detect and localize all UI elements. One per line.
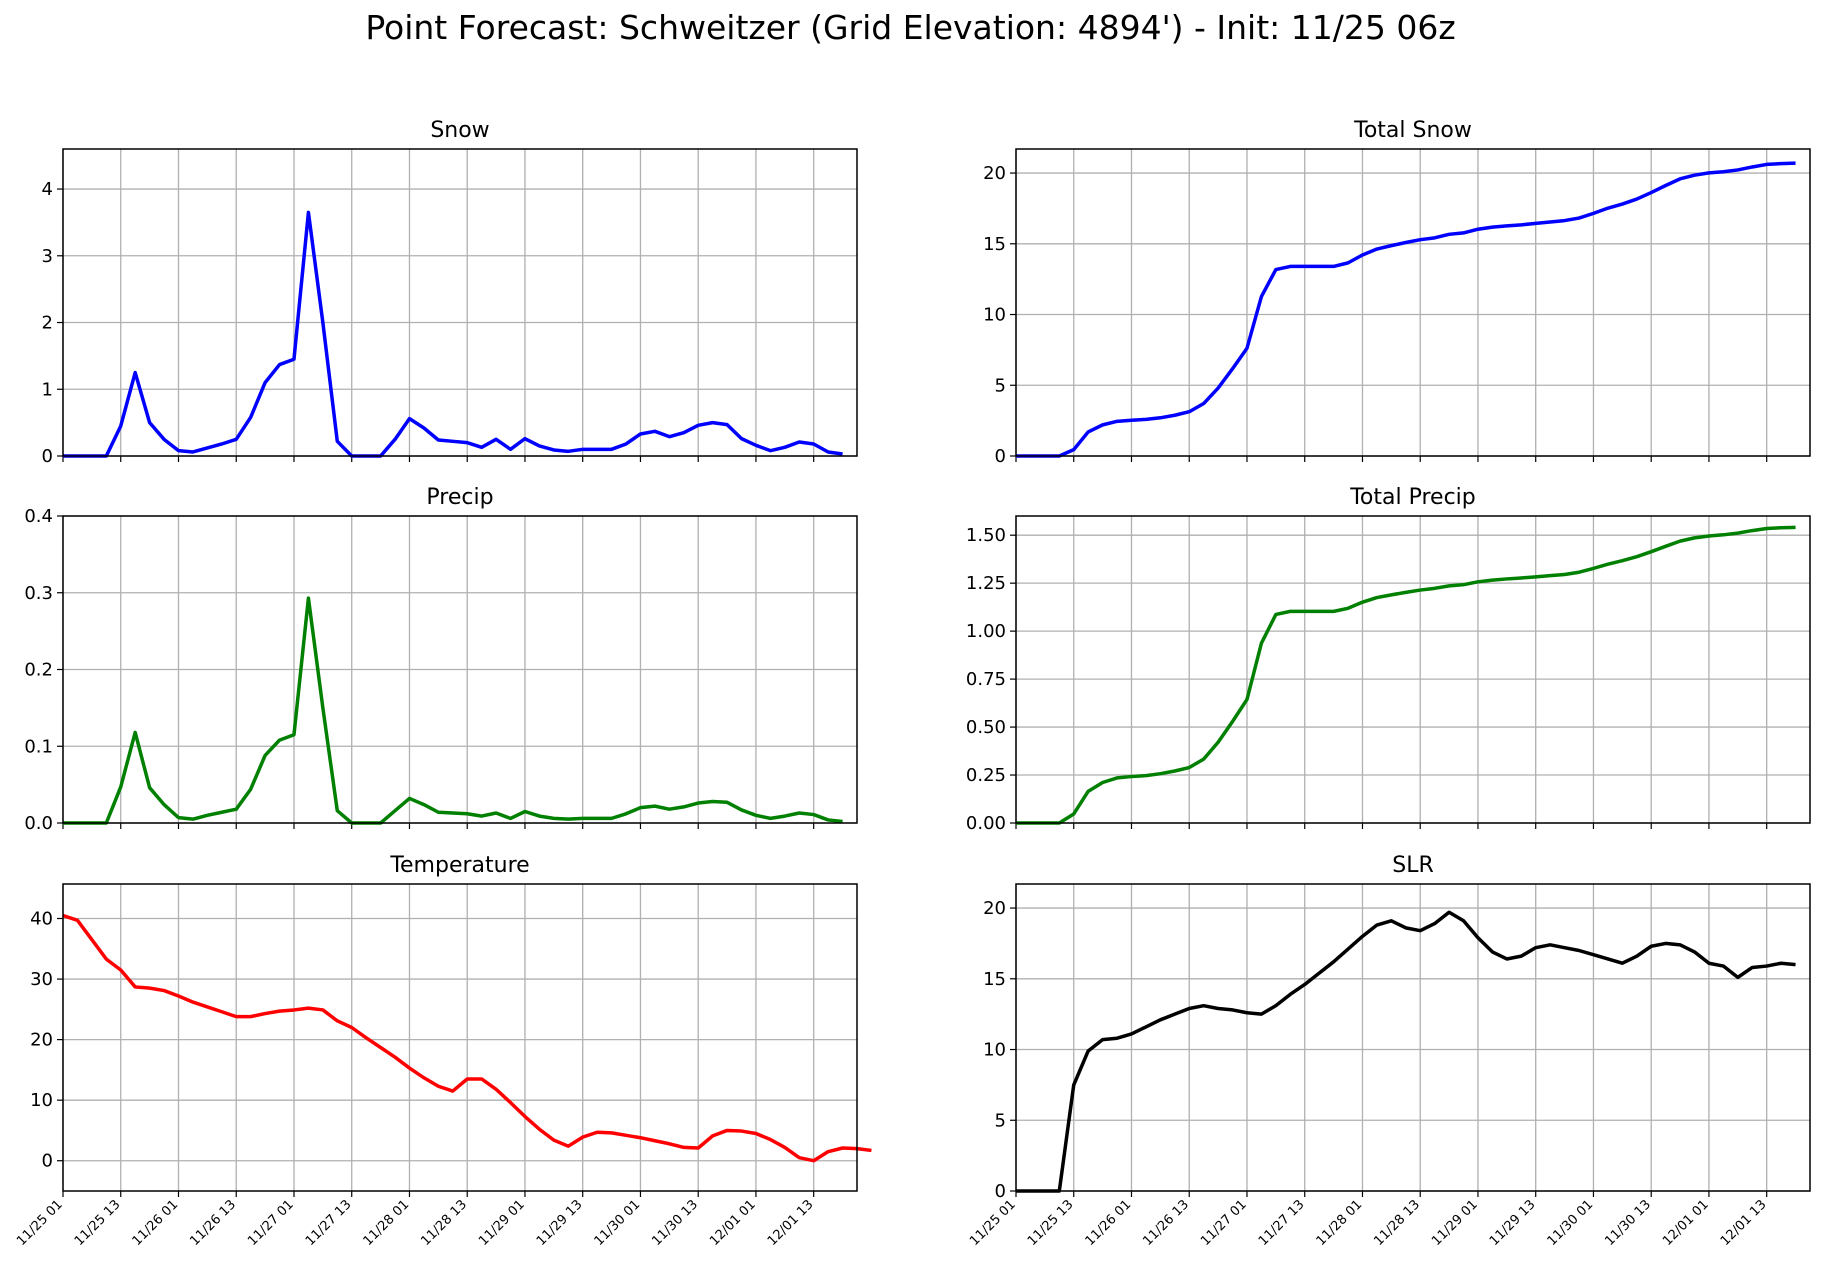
y-tick-label: 10 <box>983 305 1006 326</box>
chart-total-snow: 0 5 10 15 20 Total Snow <box>983 118 1811 467</box>
x-tick-label: 12/01 13 <box>765 1197 817 1249</box>
y-tick-label: 5 <box>995 1110 1006 1131</box>
y-tick-label: 20 <box>983 898 1006 919</box>
series-line <box>62 913 872 1163</box>
y-tick-label: 10 <box>983 1040 1006 1061</box>
x-tick-label: 11/30 13 <box>1602 1197 1654 1249</box>
axes-frame <box>62 148 858 457</box>
y-tick-label: 0.00 <box>966 813 1006 834</box>
series-line <box>1016 525 1796 825</box>
x-tick-label: 11/27 01 <box>1198 1197 1250 1249</box>
x-tick-label: 11/27 13 <box>1256 1197 1308 1249</box>
x-tick-label: 11/30 13 <box>649 1197 701 1249</box>
x-tick-label: 11/28 01 <box>1314 1197 1366 1249</box>
x-tick-label: 11/25 01 <box>14 1197 66 1249</box>
y-tick-label: 20 <box>983 163 1006 184</box>
x-tick-label: 12/01 01 <box>1660 1197 1712 1249</box>
chart-slr: 11/25 01 11/25 13 11/26 01 11/26 13 11/27 01… <box>967 853 1811 1249</box>
x-tick-label: 11/25 13 <box>1025 1197 1077 1249</box>
series-line <box>63 596 843 825</box>
x-tick-label: 11/27 01 <box>245 1197 297 1249</box>
y-tick-label: 0.75 <box>966 669 1006 690</box>
axes-frame <box>62 883 858 1192</box>
x-tick-label: 11/30 01 <box>592 1197 644 1249</box>
x-tick-label: 11/26 13 <box>187 1197 239 1249</box>
y-tick-label: 4 <box>42 179 53 200</box>
chart-title: Temperature <box>389 853 529 878</box>
y-tick-label: 0.25 <box>966 765 1006 786</box>
y-tick-label: 1.25 <box>966 573 1006 594</box>
y-tick-label: 20 <box>30 1030 53 1051</box>
y-tick-label: 0.4 <box>24 506 53 527</box>
axes-frame <box>1015 148 1811 457</box>
y-tick-label: 10 <box>30 1090 53 1111</box>
y-tick-label: 30 <box>30 969 53 990</box>
y-tick-label: 1.00 <box>966 621 1006 642</box>
x-tick-label: 11/29 13 <box>534 1197 586 1249</box>
x-tick-label: 11/29 01 <box>1429 1197 1481 1249</box>
chart-snow: 0 1 2 3 4 Snow <box>42 118 858 467</box>
axes-frame <box>1015 883 1811 1192</box>
y-tick-label: 0 <box>42 1151 53 1172</box>
y-tick-label: 1.50 <box>966 525 1006 546</box>
chart-title: Snow <box>430 118 489 143</box>
x-tick-label: 11/28 13 <box>1371 1197 1423 1249</box>
chart-title: SLR <box>1392 853 1434 878</box>
y-tick-label: 1 <box>42 379 53 400</box>
y-tick-label: 3 <box>42 246 53 267</box>
x-tick-label: 11/26 01 <box>130 1197 182 1249</box>
x-tick-label: 11/28 01 <box>361 1197 413 1249</box>
y-tick-label: 40 <box>30 909 53 930</box>
axes-frame <box>1015 515 1811 824</box>
x-tick-label: 11/29 13 <box>1487 1197 1539 1249</box>
figure-title: Point Forecast: Schweitzer (Grid Elevati… <box>365 8 1456 47</box>
chart-title: Total Precip <box>1349 485 1476 510</box>
chart-title: Precip <box>426 485 493 510</box>
y-tick-label: 0.3 <box>24 583 53 604</box>
y-tick-label: 5 <box>995 375 1006 396</box>
y-tick-label: 0 <box>42 446 53 467</box>
chart-temperature: 11/25 01 11/25 13 11/26 01 11/26 13 11/27 01… <box>14 853 872 1249</box>
y-tick-label: 0.50 <box>966 717 1006 738</box>
x-tick-label: 11/25 01 <box>967 1197 1019 1249</box>
x-tick-label: 11/30 01 <box>1545 1197 1597 1249</box>
x-tick-label: 11/26 01 <box>1083 1197 1135 1249</box>
x-tick-label: 11/26 13 <box>1140 1197 1192 1249</box>
axes-frame <box>62 515 858 824</box>
y-tick-label: 0 <box>995 446 1006 467</box>
series-line <box>63 210 843 458</box>
x-tick-label: 12/01 01 <box>707 1197 759 1249</box>
y-tick-label: 0.1 <box>24 736 53 757</box>
y-tick-label: 15 <box>983 234 1006 255</box>
series-line <box>1016 161 1796 458</box>
x-tick-label: 11/29 01 <box>476 1197 528 1249</box>
y-tick-label: 15 <box>983 969 1006 990</box>
y-tick-label: 0 <box>995 1181 1006 1202</box>
x-tick-label: 12/01 13 <box>1718 1197 1770 1249</box>
y-tick-label: 0.0 <box>24 813 53 834</box>
chart-total-precip: 0.00 0.25 0.50 0.75 1.00 1.25 1.50 Total Precip <box>966 485 1811 834</box>
x-tick-label: 11/25 13 <box>72 1197 124 1249</box>
series-line <box>1016 910 1796 1193</box>
y-tick-label: 0.2 <box>24 660 53 681</box>
x-tick-label: 11/27 13 <box>303 1197 355 1249</box>
chart-precip: 0.0 0.1 0.2 0.3 0.4 Precip <box>24 485 858 834</box>
y-tick-label: 2 <box>42 313 53 334</box>
x-tick-label: 11/28 13 <box>418 1197 470 1249</box>
chart-title: Total Snow <box>1353 118 1472 143</box>
